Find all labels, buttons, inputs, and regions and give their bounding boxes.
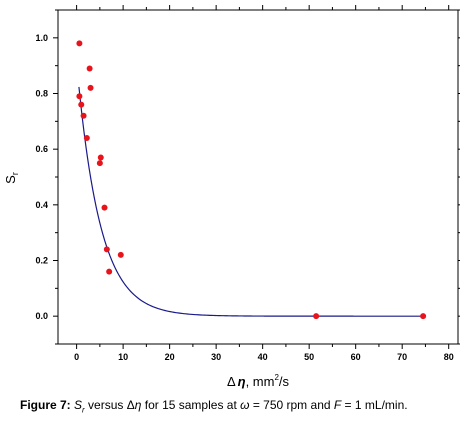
x-tick-label: 80	[444, 352, 454, 362]
caption-s-sub: r	[82, 405, 85, 415]
y-tick-label: 0.0	[35, 311, 48, 321]
x-tick-label: 70	[397, 352, 407, 362]
data-point	[86, 65, 93, 72]
caption-label: Figure 7:	[20, 398, 71, 412]
data-point	[80, 112, 87, 119]
data-point	[87, 84, 94, 91]
caption-eta: η	[134, 398, 142, 412]
data-point	[96, 160, 103, 167]
y-axis-title: Sr	[3, 172, 20, 184]
caption-omega: ω	[240, 398, 250, 412]
figure-caption: Figure 7: Sr versus Δη for 15 samples at…	[20, 398, 450, 414]
x-axis-title-unit-sup: 2	[274, 373, 279, 382]
caption-text-4: = 1 mL/min.	[341, 398, 408, 412]
data-point	[78, 101, 85, 108]
caption-text-1: versus Δ	[84, 398, 135, 412]
fit-curve-layer	[78, 86, 424, 317]
scatter-chart: 0 10 20 30 40 50 60 70 80 0.0 0.2 0.4 0.6 0.8 1.0 Sr Δ…	[3, 5, 460, 389]
x-axis-title-unit: , mm	[246, 374, 275, 389]
y-axis-title-main: S	[3, 175, 18, 184]
data-point	[101, 204, 108, 211]
y-tick-label: 0.4	[35, 200, 48, 210]
fit-curve	[78, 86, 424, 317]
data-point	[97, 154, 104, 161]
x-axis-title-delta: Δ	[227, 374, 236, 389]
x-tick-label: 20	[165, 352, 175, 362]
axis-tick-labels: 0 10 20 30 40 50 60 70 80 0.0 0.2 0.4 0.6 0.8 1.0	[35, 33, 453, 362]
y-tick-label: 0.8	[35, 89, 48, 99]
data-point	[103, 246, 110, 253]
data-point	[106, 268, 113, 275]
data-point	[420, 313, 427, 320]
x-tick-label: 30	[211, 352, 221, 362]
data-point	[76, 40, 83, 47]
x-axis-title-unit-post: /s	[279, 374, 290, 389]
x-axis-title-eta: η	[238, 374, 246, 389]
plot-border	[57, 9, 459, 345]
x-tick-label: 10	[118, 352, 128, 362]
x-tick-label: 0	[74, 352, 79, 362]
data-point	[313, 313, 320, 320]
x-tick-label: 60	[351, 352, 361, 362]
data-points-layer	[76, 40, 427, 320]
y-tick-label: 0.6	[35, 144, 48, 154]
y-axis-title-sub: r	[10, 172, 20, 175]
caption-f-symbol: F	[333, 398, 342, 412]
x-tick-label: 40	[258, 352, 268, 362]
data-point	[83, 135, 90, 142]
caption-text-2: for 15 samples at	[141, 398, 241, 412]
caption-text-3: = 750 rpm and	[249, 398, 334, 412]
axis-ticks	[53, 5, 460, 349]
y-tick-label: 0.2	[35, 256, 48, 266]
x-tick-label: 50	[304, 352, 314, 362]
caption-s-symbol: S	[74, 398, 83, 412]
y-tick-label: 1.0	[35, 33, 48, 43]
plot-frame	[57, 9, 459, 345]
data-point	[76, 93, 83, 100]
data-point	[117, 251, 124, 258]
